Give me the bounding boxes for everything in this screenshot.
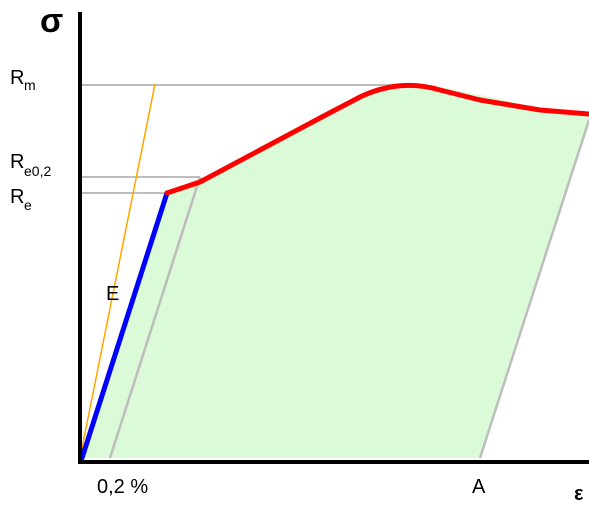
svg-text:m: m — [24, 77, 36, 93]
svg-text:R: R — [10, 186, 24, 208]
x-axis-symbol: ε — [574, 483, 584, 500]
re-label: R e — [10, 186, 32, 213]
unloading-line — [478, 119, 589, 459]
modulus-label: E — [106, 283, 119, 305]
modulus-line — [79, 83, 156, 459]
offset-line — [108, 176, 202, 459]
rm-label: R m — [10, 67, 36, 93]
svg-text:R: R — [10, 151, 24, 173]
svg-text:e0,2: e0,2 — [24, 163, 51, 179]
shaded-area — [80, 85, 589, 458]
offset-label: 0,2 % — [97, 476, 148, 498]
svg-text:R: R — [10, 67, 24, 89]
y-axis-symbol: σ — [40, 2, 63, 40]
svg-text:e: e — [24, 197, 32, 213]
plastic-curve — [164, 82, 589, 196]
elastic-curve — [79, 190, 170, 461]
elongation-label: A — [472, 476, 486, 498]
re02-label: R e0,2 — [10, 151, 51, 179]
